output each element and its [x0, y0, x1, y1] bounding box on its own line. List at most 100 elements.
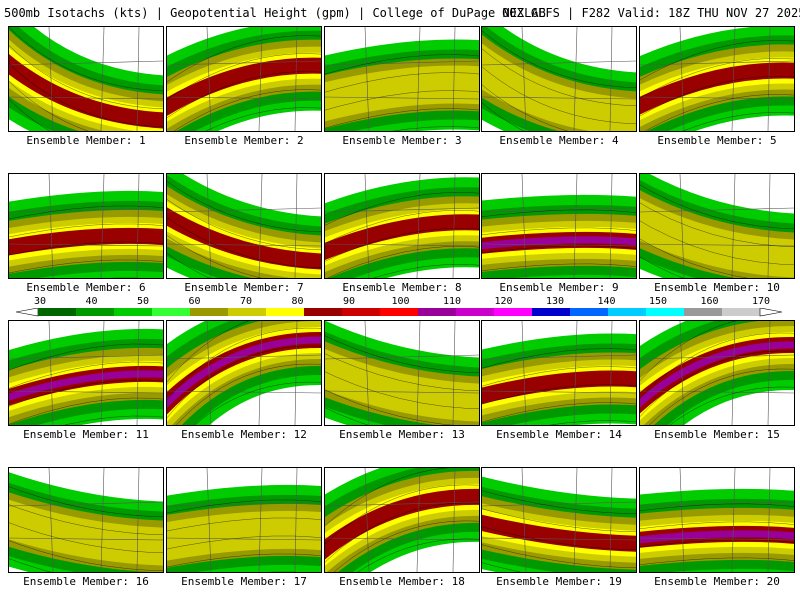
speed-band [9, 227, 163, 256]
ensemble-panel [8, 320, 164, 426]
boundary-line [573, 468, 578, 572]
colorbar-swatch [570, 308, 609, 316]
height-contour [9, 81, 89, 131]
boundary-line [679, 27, 685, 131]
colorbar-swatch [456, 308, 495, 316]
boundary-line [136, 174, 140, 278]
height-contour [9, 397, 163, 425]
height-contour [175, 363, 321, 425]
ensemble-member-label: Ensemble Member: 5 [657, 134, 777, 147]
speed-band [325, 348, 479, 422]
boundary-line [640, 207, 794, 213]
height-contour [9, 361, 163, 389]
ensemble-panel [639, 26, 795, 132]
height-contour [548, 420, 636, 425]
boundary-line [136, 27, 140, 131]
boundary-line [416, 174, 421, 278]
colorbar-swatch [304, 308, 343, 316]
height-contour [482, 102, 525, 131]
height-contour [205, 107, 321, 131]
colorbar-tick-label: 80 [291, 296, 304, 307]
height-contour [640, 202, 794, 248]
height-contour [9, 558, 51, 572]
colorbar-swatch [114, 308, 153, 316]
height-contour [325, 389, 453, 425]
ensemble-panel [166, 467, 322, 573]
height-contour [9, 379, 163, 407]
height-contour [167, 553, 321, 568]
height-contour [9, 223, 163, 238]
ensemble-member-label: Ensemble Member: 15 [654, 428, 780, 441]
ensemble-panel [166, 320, 322, 426]
boundary-line [573, 27, 578, 131]
speed-band [325, 65, 479, 122]
height-contour [9, 504, 163, 536]
boundary-line [206, 468, 212, 572]
ensemble-member-label: Ensemble Member: 16 [23, 575, 149, 588]
height-contour [482, 348, 636, 369]
boundary-line [416, 468, 421, 572]
speed-band [640, 62, 794, 115]
ensemble-member-label: Ensemble Member: 11 [23, 428, 149, 441]
colorbar-swatch [418, 308, 457, 316]
boundary-line [9, 501, 163, 507]
colorbar-tick-label: 100 [391, 296, 410, 307]
boundary-line [521, 27, 527, 131]
colorbar-left-arrow [15, 308, 39, 317]
height-contour [482, 209, 636, 218]
speed-band [325, 214, 479, 261]
ensemble-panel [481, 467, 637, 573]
speed-band [167, 207, 321, 270]
height-contour [482, 508, 636, 533]
ensemble-panel [8, 467, 164, 573]
speed-band [325, 488, 479, 560]
ensemble-panel [481, 26, 637, 132]
boundary-line [206, 321, 212, 425]
speed-band [167, 510, 321, 561]
height-contour [325, 54, 479, 75]
boundary-line [325, 60, 479, 66]
boundary-line [452, 321, 456, 425]
boundary-line [767, 468, 771, 572]
height-contour [640, 184, 794, 230]
boundary-line [767, 174, 771, 278]
boundary-line [573, 174, 578, 278]
boundary-line [482, 207, 636, 213]
ensemble-panel [639, 173, 795, 279]
ensemble-member-label: Ensemble Member: 6 [26, 281, 146, 294]
boundary-line [640, 501, 794, 507]
isotach-map [9, 468, 163, 572]
speed-band [9, 54, 163, 129]
ensemble-member-label: Ensemble Member: 14 [496, 428, 622, 441]
colorbar-swatch [380, 308, 419, 316]
boundary-line [325, 354, 479, 360]
boundary-line [482, 501, 636, 507]
height-contour [640, 238, 748, 278]
height-contour [167, 181, 321, 233]
ensemble-member-label: Ensemble Member: 7 [184, 281, 304, 294]
boundary-line [325, 501, 479, 507]
boundary-line [679, 468, 685, 572]
isotach-map [640, 321, 794, 425]
colorbar-tick-label: 110 [442, 296, 462, 307]
boundary-line [258, 321, 263, 425]
boundary-line [167, 207, 321, 213]
height-contour [482, 66, 636, 125]
colorbar-tick-label: 50 [136, 296, 150, 307]
height-contour [9, 343, 163, 371]
isotach-map [325, 27, 479, 131]
height-contour [482, 30, 636, 89]
colorbar-tick-label: 70 [239, 296, 253, 307]
isotach-map [9, 27, 163, 131]
height-contour [9, 99, 51, 131]
ensemble-member-label: Ensemble Member: 19 [496, 575, 622, 588]
ensemble-member-label: Ensemble Member: 4 [499, 134, 619, 147]
speed-band [9, 499, 163, 566]
colorbar-tick-label: 170 [751, 296, 771, 307]
boundary-line [100, 27, 105, 131]
height-contour [325, 484, 479, 545]
colorbar-swatch [76, 308, 115, 316]
ensemble-panel [324, 467, 480, 573]
boundary-line [364, 27, 370, 131]
ensemble-panel [8, 173, 164, 279]
